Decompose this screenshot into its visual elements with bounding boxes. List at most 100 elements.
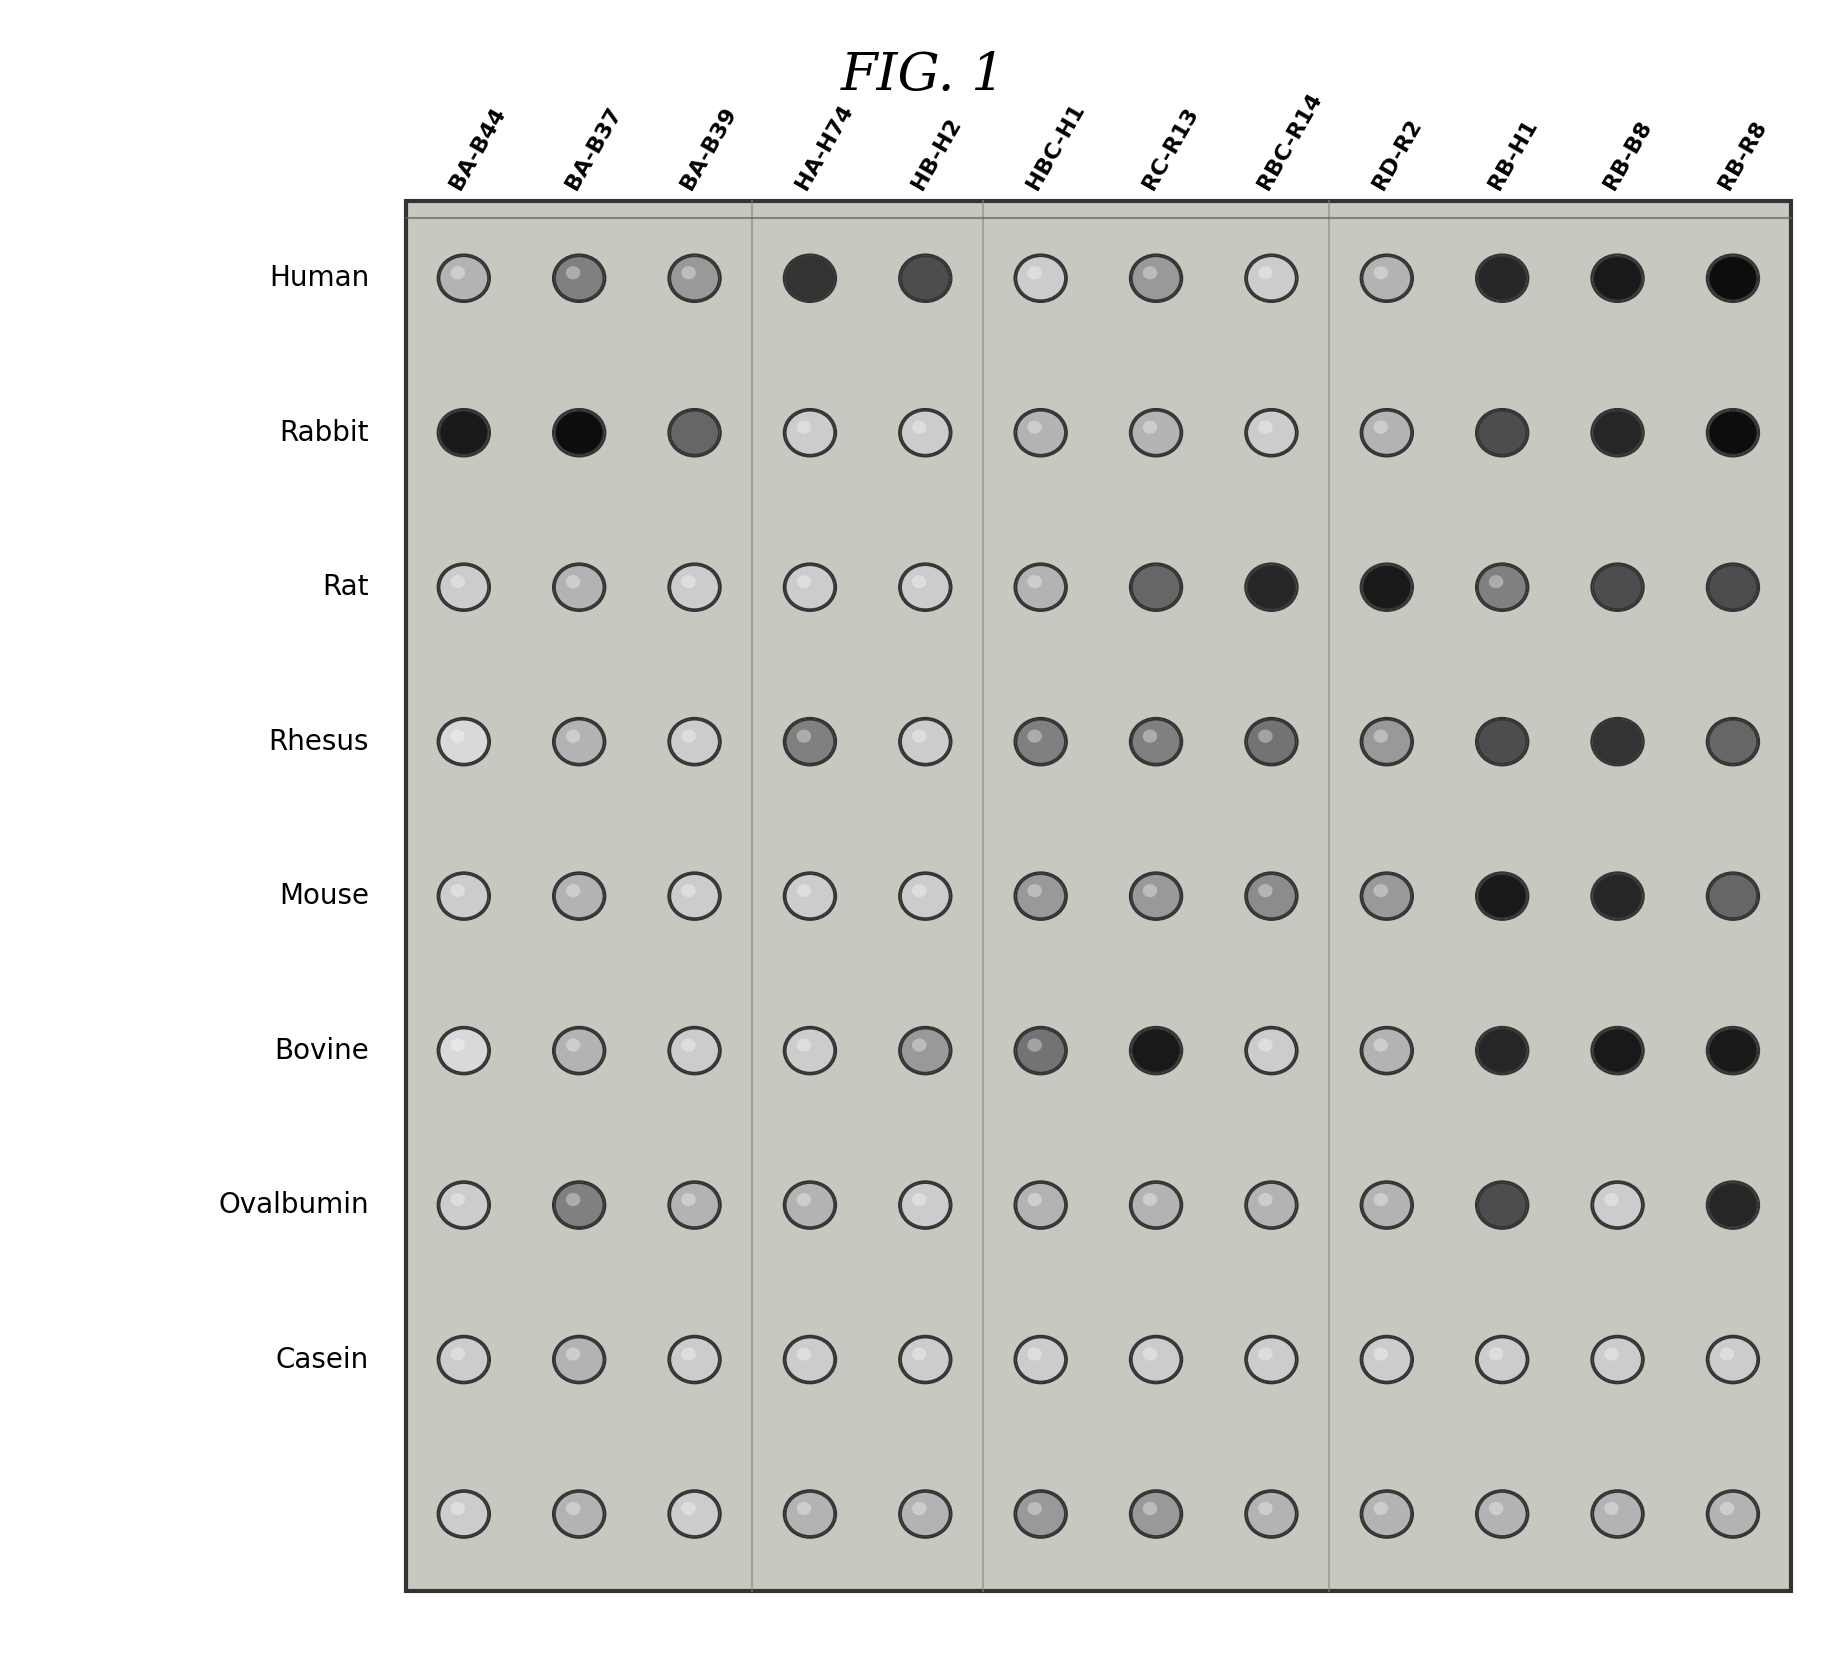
Circle shape xyxy=(554,409,605,457)
Circle shape xyxy=(1361,1181,1412,1229)
Circle shape xyxy=(1015,255,1067,302)
Circle shape xyxy=(438,255,489,302)
Circle shape xyxy=(681,884,696,898)
Circle shape xyxy=(1362,874,1410,918)
Circle shape xyxy=(786,410,834,454)
Text: HA-H74: HA-H74 xyxy=(792,100,857,193)
Circle shape xyxy=(785,1181,836,1229)
Circle shape xyxy=(785,1027,836,1074)
Circle shape xyxy=(567,1502,580,1516)
Circle shape xyxy=(1130,1491,1181,1538)
Circle shape xyxy=(1708,1491,1759,1538)
Text: Casein: Casein xyxy=(275,1345,369,1374)
Circle shape xyxy=(1479,1338,1527,1382)
Circle shape xyxy=(1017,1183,1065,1228)
Circle shape xyxy=(1028,266,1041,280)
Circle shape xyxy=(670,256,718,300)
Circle shape xyxy=(1028,1347,1041,1360)
Circle shape xyxy=(899,1181,951,1229)
Circle shape xyxy=(1490,1502,1503,1516)
Circle shape xyxy=(912,1502,927,1516)
Circle shape xyxy=(1479,874,1527,918)
Circle shape xyxy=(439,720,487,764)
Circle shape xyxy=(899,873,951,920)
Circle shape xyxy=(785,873,836,920)
Circle shape xyxy=(1593,1338,1641,1382)
Circle shape xyxy=(1709,1183,1757,1228)
Circle shape xyxy=(785,255,836,302)
Circle shape xyxy=(1248,1028,1296,1072)
Circle shape xyxy=(1130,1181,1181,1229)
Circle shape xyxy=(1130,719,1181,765)
Circle shape xyxy=(1477,1491,1528,1538)
Circle shape xyxy=(901,874,949,918)
Circle shape xyxy=(1361,1335,1412,1384)
Circle shape xyxy=(1720,1347,1733,1360)
Circle shape xyxy=(1373,1193,1388,1206)
Circle shape xyxy=(1593,1028,1641,1072)
Circle shape xyxy=(439,564,487,610)
Circle shape xyxy=(439,1183,487,1228)
Circle shape xyxy=(1246,873,1298,920)
Circle shape xyxy=(786,874,834,918)
Circle shape xyxy=(556,256,604,300)
Circle shape xyxy=(1130,563,1181,611)
Circle shape xyxy=(1373,730,1388,742)
Circle shape xyxy=(785,1491,836,1538)
Circle shape xyxy=(438,1491,489,1538)
Circle shape xyxy=(1015,563,1067,611)
Circle shape xyxy=(681,266,696,280)
Circle shape xyxy=(1361,255,1412,302)
Text: RBC-R14: RBC-R14 xyxy=(1253,89,1325,193)
Circle shape xyxy=(1373,266,1388,280)
Circle shape xyxy=(567,266,580,280)
Circle shape xyxy=(1017,1492,1065,1536)
Circle shape xyxy=(1591,563,1643,611)
Circle shape xyxy=(1591,1335,1643,1384)
Circle shape xyxy=(1130,1335,1181,1384)
Circle shape xyxy=(786,720,834,764)
Circle shape xyxy=(1028,575,1041,588)
Circle shape xyxy=(912,420,927,434)
Circle shape xyxy=(1479,256,1527,300)
Circle shape xyxy=(1477,1335,1528,1384)
Circle shape xyxy=(554,1491,605,1538)
Circle shape xyxy=(901,1183,949,1228)
Circle shape xyxy=(450,1347,465,1360)
Circle shape xyxy=(681,1502,696,1516)
Circle shape xyxy=(1015,1491,1067,1538)
Circle shape xyxy=(1028,1193,1041,1206)
Circle shape xyxy=(1591,1181,1643,1229)
Circle shape xyxy=(899,409,951,457)
Circle shape xyxy=(450,1502,465,1516)
Circle shape xyxy=(439,1492,487,1536)
Circle shape xyxy=(554,255,605,302)
Circle shape xyxy=(438,563,489,611)
Circle shape xyxy=(1362,1183,1410,1228)
Circle shape xyxy=(899,1491,951,1538)
Circle shape xyxy=(1259,1038,1272,1052)
Circle shape xyxy=(1017,720,1065,764)
Circle shape xyxy=(1132,1183,1180,1228)
Circle shape xyxy=(1017,410,1065,454)
Circle shape xyxy=(1246,1491,1298,1538)
Circle shape xyxy=(797,1193,810,1206)
Circle shape xyxy=(438,1335,489,1384)
Circle shape xyxy=(554,1335,605,1384)
Text: Rat: Rat xyxy=(323,573,369,601)
Circle shape xyxy=(668,255,720,302)
Circle shape xyxy=(912,575,927,588)
Circle shape xyxy=(438,409,489,457)
Circle shape xyxy=(1362,256,1410,300)
Circle shape xyxy=(1373,420,1388,434)
Circle shape xyxy=(670,720,718,764)
Circle shape xyxy=(450,1038,465,1052)
Circle shape xyxy=(1708,563,1759,611)
Circle shape xyxy=(1248,410,1296,454)
Circle shape xyxy=(786,1492,834,1536)
Circle shape xyxy=(438,873,489,920)
Text: RC-R13: RC-R13 xyxy=(1139,104,1202,193)
Circle shape xyxy=(1361,873,1412,920)
Circle shape xyxy=(1361,409,1412,457)
Circle shape xyxy=(899,255,951,302)
